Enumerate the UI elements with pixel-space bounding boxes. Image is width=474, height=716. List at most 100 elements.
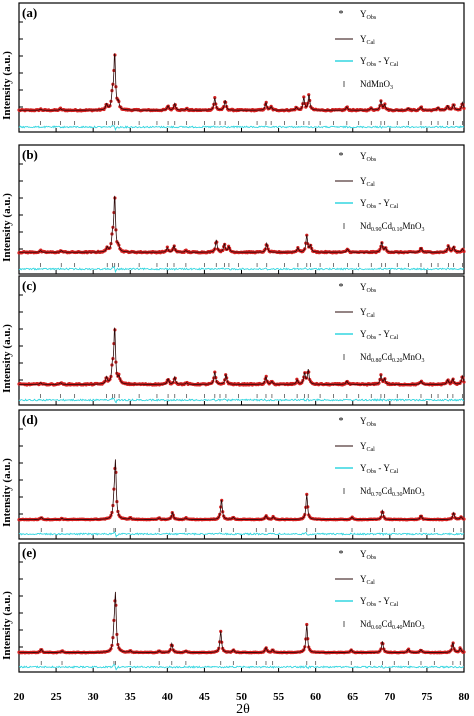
diff-line — [18, 124, 465, 132]
legend-text: Y — [360, 151, 367, 161]
legend-subscript: Cal — [390, 469, 399, 475]
legend-obs-marker: * — [339, 151, 344, 162]
legend-subscript: Obs — [367, 602, 377, 608]
legend-subscript: 0.20 — [392, 358, 403, 364]
legend-subscript: Obs — [367, 555, 377, 561]
legend-phase-label: NdMnO3 — [360, 79, 393, 91]
legend-text: MnO — [403, 352, 423, 362]
x-tick-label: 60 — [310, 691, 322, 703]
legend-text: Cd — [382, 352, 393, 362]
legend-text: Y — [360, 198, 367, 208]
legend-subscript: Cal — [367, 182, 376, 188]
diff-line — [18, 663, 465, 671]
legend-text: Nd — [360, 352, 371, 362]
y-axis-label: Intensity (a.u.) — [1, 458, 13, 527]
x-tick-label: 40 — [162, 691, 174, 703]
legend-subscript: 3 — [422, 358, 425, 364]
legend-obs-marker: * — [339, 9, 344, 20]
legend-subscript: Obs — [367, 422, 377, 428]
y-axis-label: Intensity (a.u.) — [1, 193, 13, 262]
panel-label: (e) — [22, 545, 36, 560]
x-tick-label: 50 — [236, 691, 248, 703]
legend-subscript: Cal — [367, 447, 376, 453]
x-tick-label: 80 — [459, 691, 471, 703]
bragg-markers — [40, 394, 463, 398]
legend-subscript: Obs — [367, 62, 377, 68]
diff-line — [18, 397, 465, 404]
x-tick-label: 45 — [199, 691, 211, 703]
legend-obs-marker: * — [339, 282, 344, 293]
legend-cal-label: YCal — [360, 176, 375, 188]
legend-text: Nd — [360, 619, 371, 629]
legend-text: Y — [360, 9, 367, 19]
obs-point — [462, 249, 466, 254]
panel-label: (c) — [22, 278, 36, 293]
legend-subscript: 3 — [422, 227, 425, 233]
legend-subscript: 0.40 — [392, 625, 403, 631]
obs-point — [462, 106, 466, 110]
legend-text: Y — [360, 416, 367, 426]
legend-obs-marker: * — [339, 416, 344, 427]
legend-subscript: Cal — [367, 313, 376, 319]
legend-text: MnO — [403, 221, 423, 231]
legend-subscript: 0.60 — [371, 625, 382, 631]
bragg-markers — [40, 121, 463, 125]
x-tick-label: 70 — [384, 691, 396, 703]
x-axis-label: 2θ — [236, 702, 250, 716]
legend-diff-label: YObs - YCal — [360, 198, 399, 210]
legend-text: Y — [360, 282, 367, 292]
legend-obs-label: YObs — [360, 151, 377, 163]
y-axis-label: Intensity (a.u.) — [1, 591, 13, 660]
obs-point — [462, 380, 466, 384]
legend-text: MnO — [403, 619, 423, 629]
diff-line — [18, 531, 465, 538]
legend-text: Nd — [360, 221, 371, 231]
obs-point — [117, 372, 121, 376]
legend-text: Nd — [360, 486, 371, 496]
legend-subscript: Cal — [367, 40, 376, 46]
legend-phase-label: Nd0.80Cd0.20MnO3 — [360, 352, 425, 364]
obs-series — [17, 53, 466, 113]
obs-point — [302, 95, 306, 99]
legend-cal-label: YCal — [360, 574, 375, 586]
legend-text: Y — [360, 549, 367, 559]
legend-text: - Y — [376, 463, 390, 473]
legend-subscript: 3 — [390, 85, 393, 91]
legend-obs-label: YObs — [360, 9, 377, 21]
legend-text: - Y — [376, 198, 390, 208]
legend-phase-label: Nd0.90Cd0.10MnO3 — [360, 221, 425, 233]
calc-line — [18, 327, 465, 385]
legend-subscript: Obs — [367, 15, 377, 21]
legend-text: Y — [360, 574, 367, 584]
legend-text: MnO — [403, 486, 423, 496]
legend-subscript: 3 — [422, 492, 425, 498]
bragg-markers — [40, 528, 462, 532]
panel-label: (b) — [22, 147, 38, 162]
panel-label: (d) — [22, 412, 38, 427]
legend-subscript: Obs — [367, 335, 377, 341]
legend-subscript: 0.30 — [392, 492, 403, 498]
legend-subscript: Cal — [390, 62, 399, 68]
legend-subscript: Cal — [367, 580, 376, 586]
x-tick-label: 20 — [14, 691, 26, 703]
x-tick-label: 25 — [51, 691, 63, 703]
legend-text: Y — [360, 441, 367, 451]
legend-subscript: Obs — [367, 469, 377, 475]
x-tick-label: 75 — [421, 691, 433, 703]
calc-line — [19, 591, 465, 653]
x-tick-label: 35 — [125, 691, 137, 703]
legend-obs-marker: * — [339, 549, 344, 560]
legend-obs-label: YObs — [360, 416, 377, 428]
legend-obs-label: YObs — [360, 282, 377, 294]
panel-label: (a) — [22, 5, 37, 20]
